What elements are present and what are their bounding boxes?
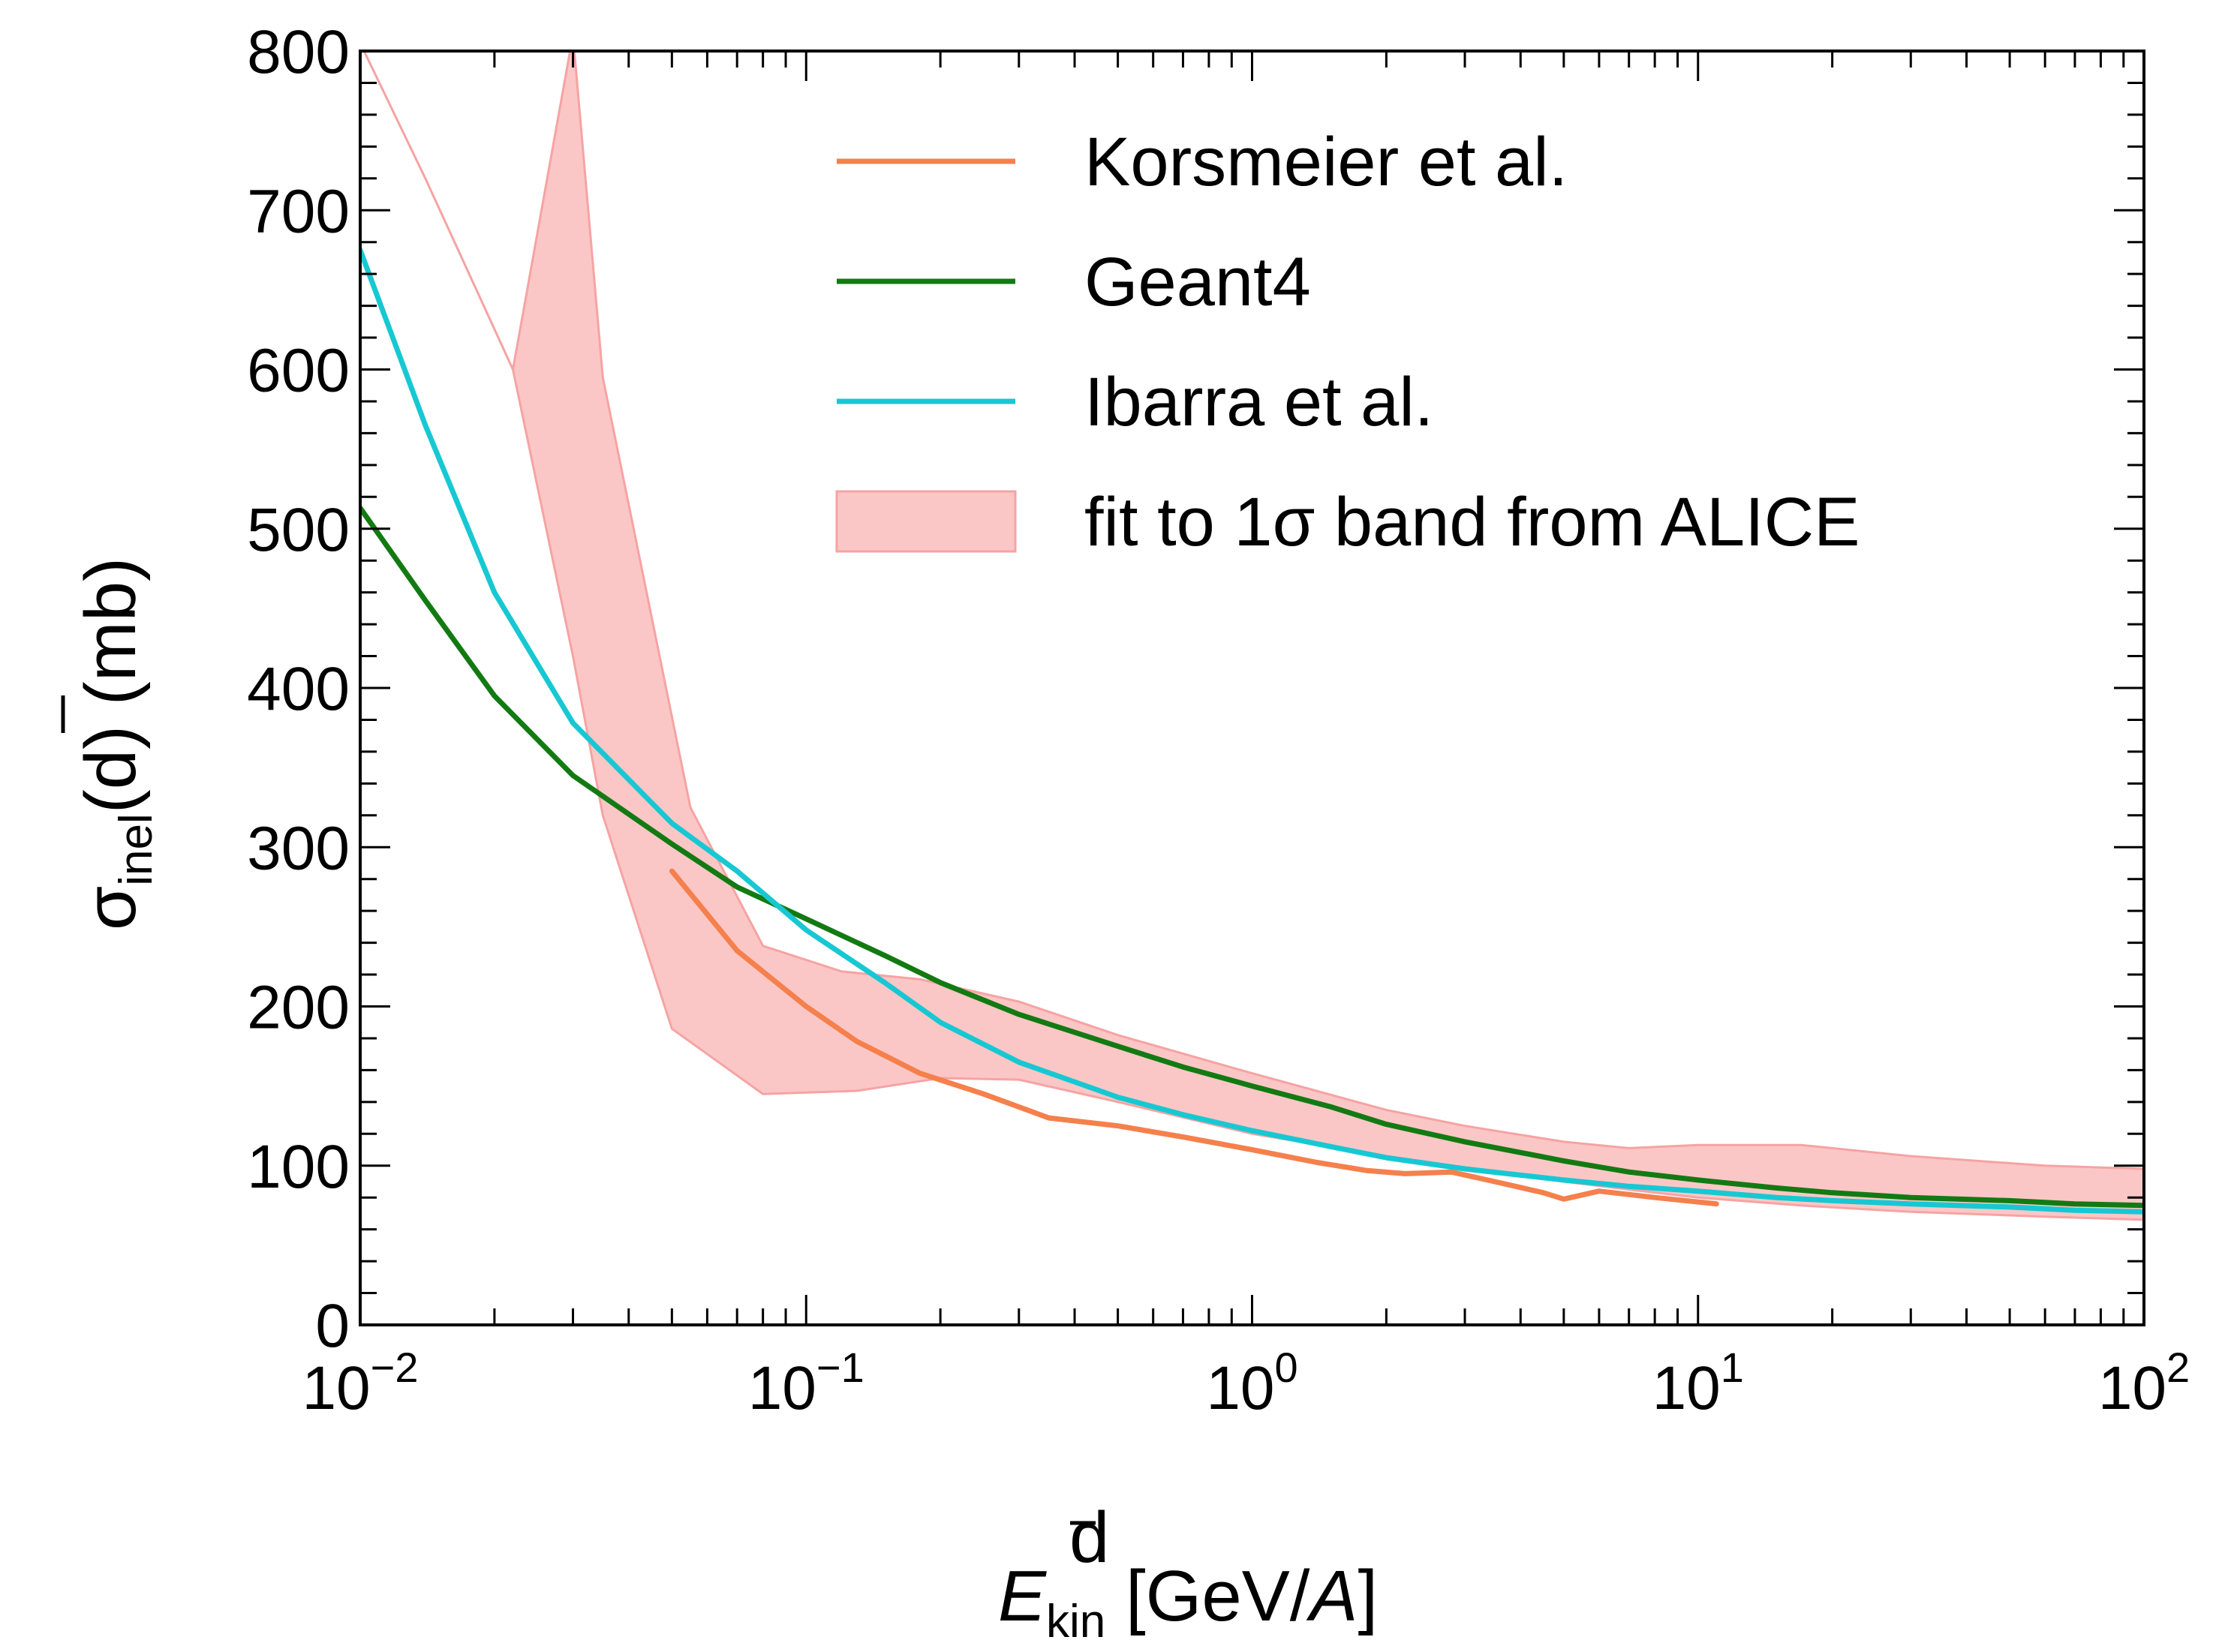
- x-tick-labels: 10−2 10−1 100 101 102: [302, 1344, 2190, 1422]
- x-tick-label-base: 10: [2098, 1354, 2166, 1422]
- ibarra-line: [360, 247, 2144, 1215]
- y-axis-title-close: ) (mb): [71, 557, 151, 749]
- y-axis-title-d: d: [71, 749, 151, 789]
- y-tick-label: 800: [247, 18, 350, 86]
- y-tick-label: 200: [247, 974, 350, 1042]
- x-tick-label: 100: [1206, 1344, 1297, 1422]
- x-tick-label-exponent: −1: [816, 1344, 864, 1391]
- x-axis-title-sub: kin: [1046, 1596, 1105, 1647]
- legend-label-korsmeier: Korsmeier et al.: [1084, 124, 1568, 200]
- y-tick-label: 700: [247, 177, 350, 245]
- x-tick-label-base: 10: [748, 1354, 816, 1422]
- x-axis-title-sup: d: [1069, 1497, 1109, 1578]
- y-axis-title: σinel(d) (mb): [71, 557, 162, 930]
- x-tick-label-exponent: −2: [371, 1344, 419, 1391]
- legend: Korsmeier et al. Geant4 Ibarra et al. fit t…: [835, 124, 1860, 560]
- y-tick-label: 600: [247, 337, 350, 405]
- y-axis-title-sub: inel: [110, 813, 162, 886]
- y-axis-title-open: (: [71, 789, 151, 813]
- geant4-line: [360, 505, 2144, 1209]
- plot-frame: [359, 50, 2145, 1326]
- legend-label-ibarra: Ibarra et al.: [1084, 364, 1433, 440]
- x-axis-title: Ekin [GeV/A]: [998, 1556, 1378, 1647]
- alice-band-area: [362, 51, 2144, 1221]
- x-axis-title-main: E: [998, 1556, 1047, 1636]
- y-axis-title-group: σinel(d) (mb): [61, 557, 162, 930]
- alice-band-layer: [362, 51, 2144, 1221]
- y-tick-label: 400: [247, 655, 350, 723]
- legend-swatch-alice-band: [835, 490, 1017, 553]
- legend-label-geant4: Geant4: [1084, 244, 1311, 320]
- korsmeier-line: [669, 868, 1719, 1207]
- x-tick-label: 101: [1652, 1344, 1744, 1422]
- x-tick-label: 10−2: [302, 1344, 418, 1422]
- x-tick-label-exponent: 0: [1275, 1344, 1298, 1391]
- y-axis-title-main: σ: [71, 886, 151, 930]
- y-tick-labels: 0 100 200 300 400 500 600 700 800: [247, 18, 350, 1360]
- y-tick-label: 500: [247, 496, 350, 564]
- x-tick-label-exponent: 2: [2166, 1344, 2190, 1391]
- legend-label-alice_band: fit to 1σ band from ALICE: [1084, 484, 1860, 560]
- x-axis-title-rest: [GeV/: [1105, 1556, 1309, 1636]
- x-tick-label: 10−1: [748, 1344, 864, 1422]
- x-tick-label-exponent: 1: [1721, 1344, 1744, 1391]
- x-tick-label-base: 10: [1206, 1354, 1274, 1422]
- x-axis-title-unit: A: [1306, 1556, 1358, 1636]
- x-tick-label: 102: [2098, 1344, 2190, 1422]
- series-layer: [360, 247, 2144, 1215]
- x-axis-title-end: ]: [1358, 1556, 1378, 1636]
- y-tick-label: 100: [247, 1133, 350, 1201]
- ticks-layer: [359, 50, 2145, 1326]
- y-tick-label: 0: [315, 1292, 350, 1360]
- x-tick-label-base: 10: [302, 1354, 370, 1422]
- y-tick-label: 300: [247, 814, 350, 882]
- x-tick-label-base: 10: [1652, 1354, 1721, 1422]
